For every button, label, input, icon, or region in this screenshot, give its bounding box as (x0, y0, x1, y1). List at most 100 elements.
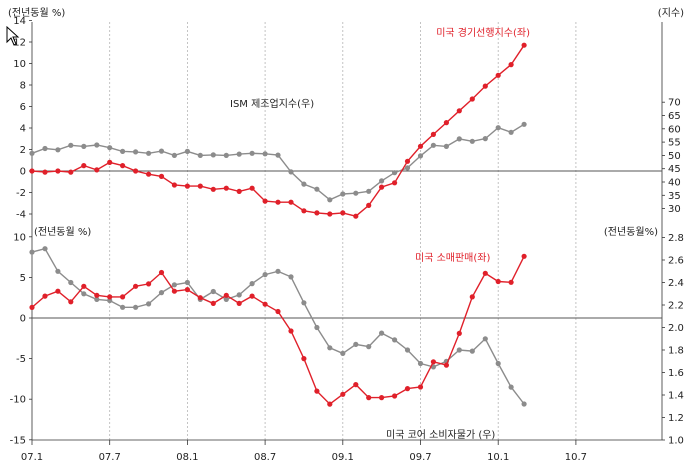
retail-sales-point (68, 299, 74, 305)
grid-layer (109, 22, 577, 440)
leading-index-point (508, 62, 514, 68)
ism-manufacturing-point (275, 152, 281, 158)
ism-manufacturing-point (42, 145, 48, 152)
leading-index-point (236, 188, 242, 194)
ism-manufacturing-point (236, 151, 242, 157)
ism-manufacturing-point (327, 197, 333, 203)
core-cpi-point (210, 288, 216, 295)
leading-index-point (340, 210, 346, 216)
leading-index-point (456, 108, 462, 114)
retail-sales-point (366, 395, 372, 401)
core-cpi-point (366, 344, 372, 350)
core-cpi-point (340, 350, 346, 356)
leading-index-point (404, 158, 411, 164)
ism-manufacturing-point (158, 148, 165, 154)
leading-index-label: 미국 경기선행지수(좌) (436, 26, 530, 39)
retail-sales-point (197, 295, 203, 301)
leading-index-point (482, 83, 488, 89)
top-left-tick-label: 2 (20, 145, 26, 156)
leading-index-point (275, 199, 281, 205)
leading-index-point (81, 163, 87, 169)
core-cpi-point (223, 296, 229, 302)
retail-sales-point (249, 293, 255, 299)
core-cpi-point (146, 301, 152, 307)
core-cpi-point (29, 249, 35, 255)
core-cpi-point (184, 279, 190, 286)
ism-manufacturing-point (81, 143, 87, 149)
leading-index-point (107, 159, 113, 165)
x-tick-label: 10.1 (487, 452, 509, 463)
leading-index-point (68, 169, 74, 175)
core-cpi-point (353, 341, 359, 347)
core-cpi-point (495, 360, 501, 367)
ism-manufacturing-point (366, 188, 372, 194)
bottom-right-tick-label: 1.6 (668, 368, 684, 379)
core-cpi-point (158, 290, 165, 296)
ism-manufacturing-point (495, 125, 501, 131)
ism-manufacturing-point (314, 186, 320, 192)
retail-sales-point (417, 384, 424, 390)
retail-sales-point (42, 293, 48, 299)
core-cpi-point (521, 401, 527, 407)
bottom-left-tick-label: -10 (10, 395, 26, 406)
leading-index-point (353, 213, 359, 219)
ism-manufacturing-point (288, 169, 294, 175)
core-cpi-label: 미국 코어 소비자물가 (우) (386, 429, 495, 441)
leading-index-point (210, 186, 216, 192)
top-right-tick-label: 55 (668, 138, 681, 149)
leading-index-point (327, 211, 333, 217)
bottom-left-tick-label: -5 (16, 354, 26, 365)
retail-sales-line (31, 255, 525, 406)
core-cpi-point (392, 337, 398, 343)
core-cpi-point (236, 292, 242, 298)
bottom-right-tick-label: 1.4 (668, 391, 684, 402)
retail-sales-label: 미국 소매판매(좌) (415, 252, 490, 264)
leading-index-point (366, 202, 372, 208)
ism-manufacturing-point (262, 151, 268, 157)
bottom-right-tick-label: 2.6 (668, 256, 684, 267)
core-cpi-point (107, 297, 113, 304)
bottom-left-axis-unit: (전년동월 %) (34, 226, 91, 238)
leading-index-line (31, 44, 525, 217)
core-cpi-point (94, 296, 100, 302)
retail-sales-point (107, 294, 113, 300)
core-cpi-point (469, 348, 475, 354)
core-cpi-point (482, 336, 488, 342)
retail-sales-point (430, 359, 436, 365)
retail-sales-point (404, 386, 411, 392)
core-cpi-point (171, 282, 177, 288)
series-layer (29, 42, 527, 407)
leading-index-point (29, 168, 35, 174)
core-cpi-point (456, 347, 462, 353)
ism-manufacturing-point (443, 143, 449, 149)
ism-manufacturing-point (107, 145, 113, 151)
ism-manufacturing-point (94, 142, 100, 148)
core-cpi-point (262, 272, 268, 278)
leading-index-point (314, 210, 320, 216)
leading-index-point (301, 208, 307, 214)
top-left-tick-label: 10 (13, 59, 26, 70)
top-left-tick-label: 12 (13, 38, 26, 49)
ism-manufacturing-line (31, 123, 525, 201)
ism-manufacturing-point (353, 190, 359, 196)
top-right-tick-label: 35 (668, 191, 681, 202)
ism-manufacturing-point (340, 191, 346, 197)
bottom-right-tick-label: 2.4 (668, 278, 684, 289)
x-tick-label: 07.7 (99, 452, 121, 463)
top-right-axis-unit: (지수) (658, 7, 684, 19)
leading-index-point (288, 199, 294, 205)
top-right-tick-label: 40 (668, 178, 681, 189)
core-cpi-point (508, 384, 514, 390)
leading-index-point (55, 168, 61, 174)
retail-sales-point (120, 294, 126, 300)
leading-index-point (223, 185, 229, 191)
ism-manufacturing-point (210, 152, 216, 158)
ism-manufacturing-point (482, 136, 488, 142)
ism-manufacturing-point (456, 136, 462, 142)
core-cpi-point (404, 347, 411, 353)
top-left-tick-label: 0 (20, 167, 26, 178)
x-tick-label: 09.1 (332, 452, 354, 463)
bottom-right-axis-unit: (전년동월%) (604, 226, 658, 238)
ism-manufacturing-point (249, 150, 255, 156)
